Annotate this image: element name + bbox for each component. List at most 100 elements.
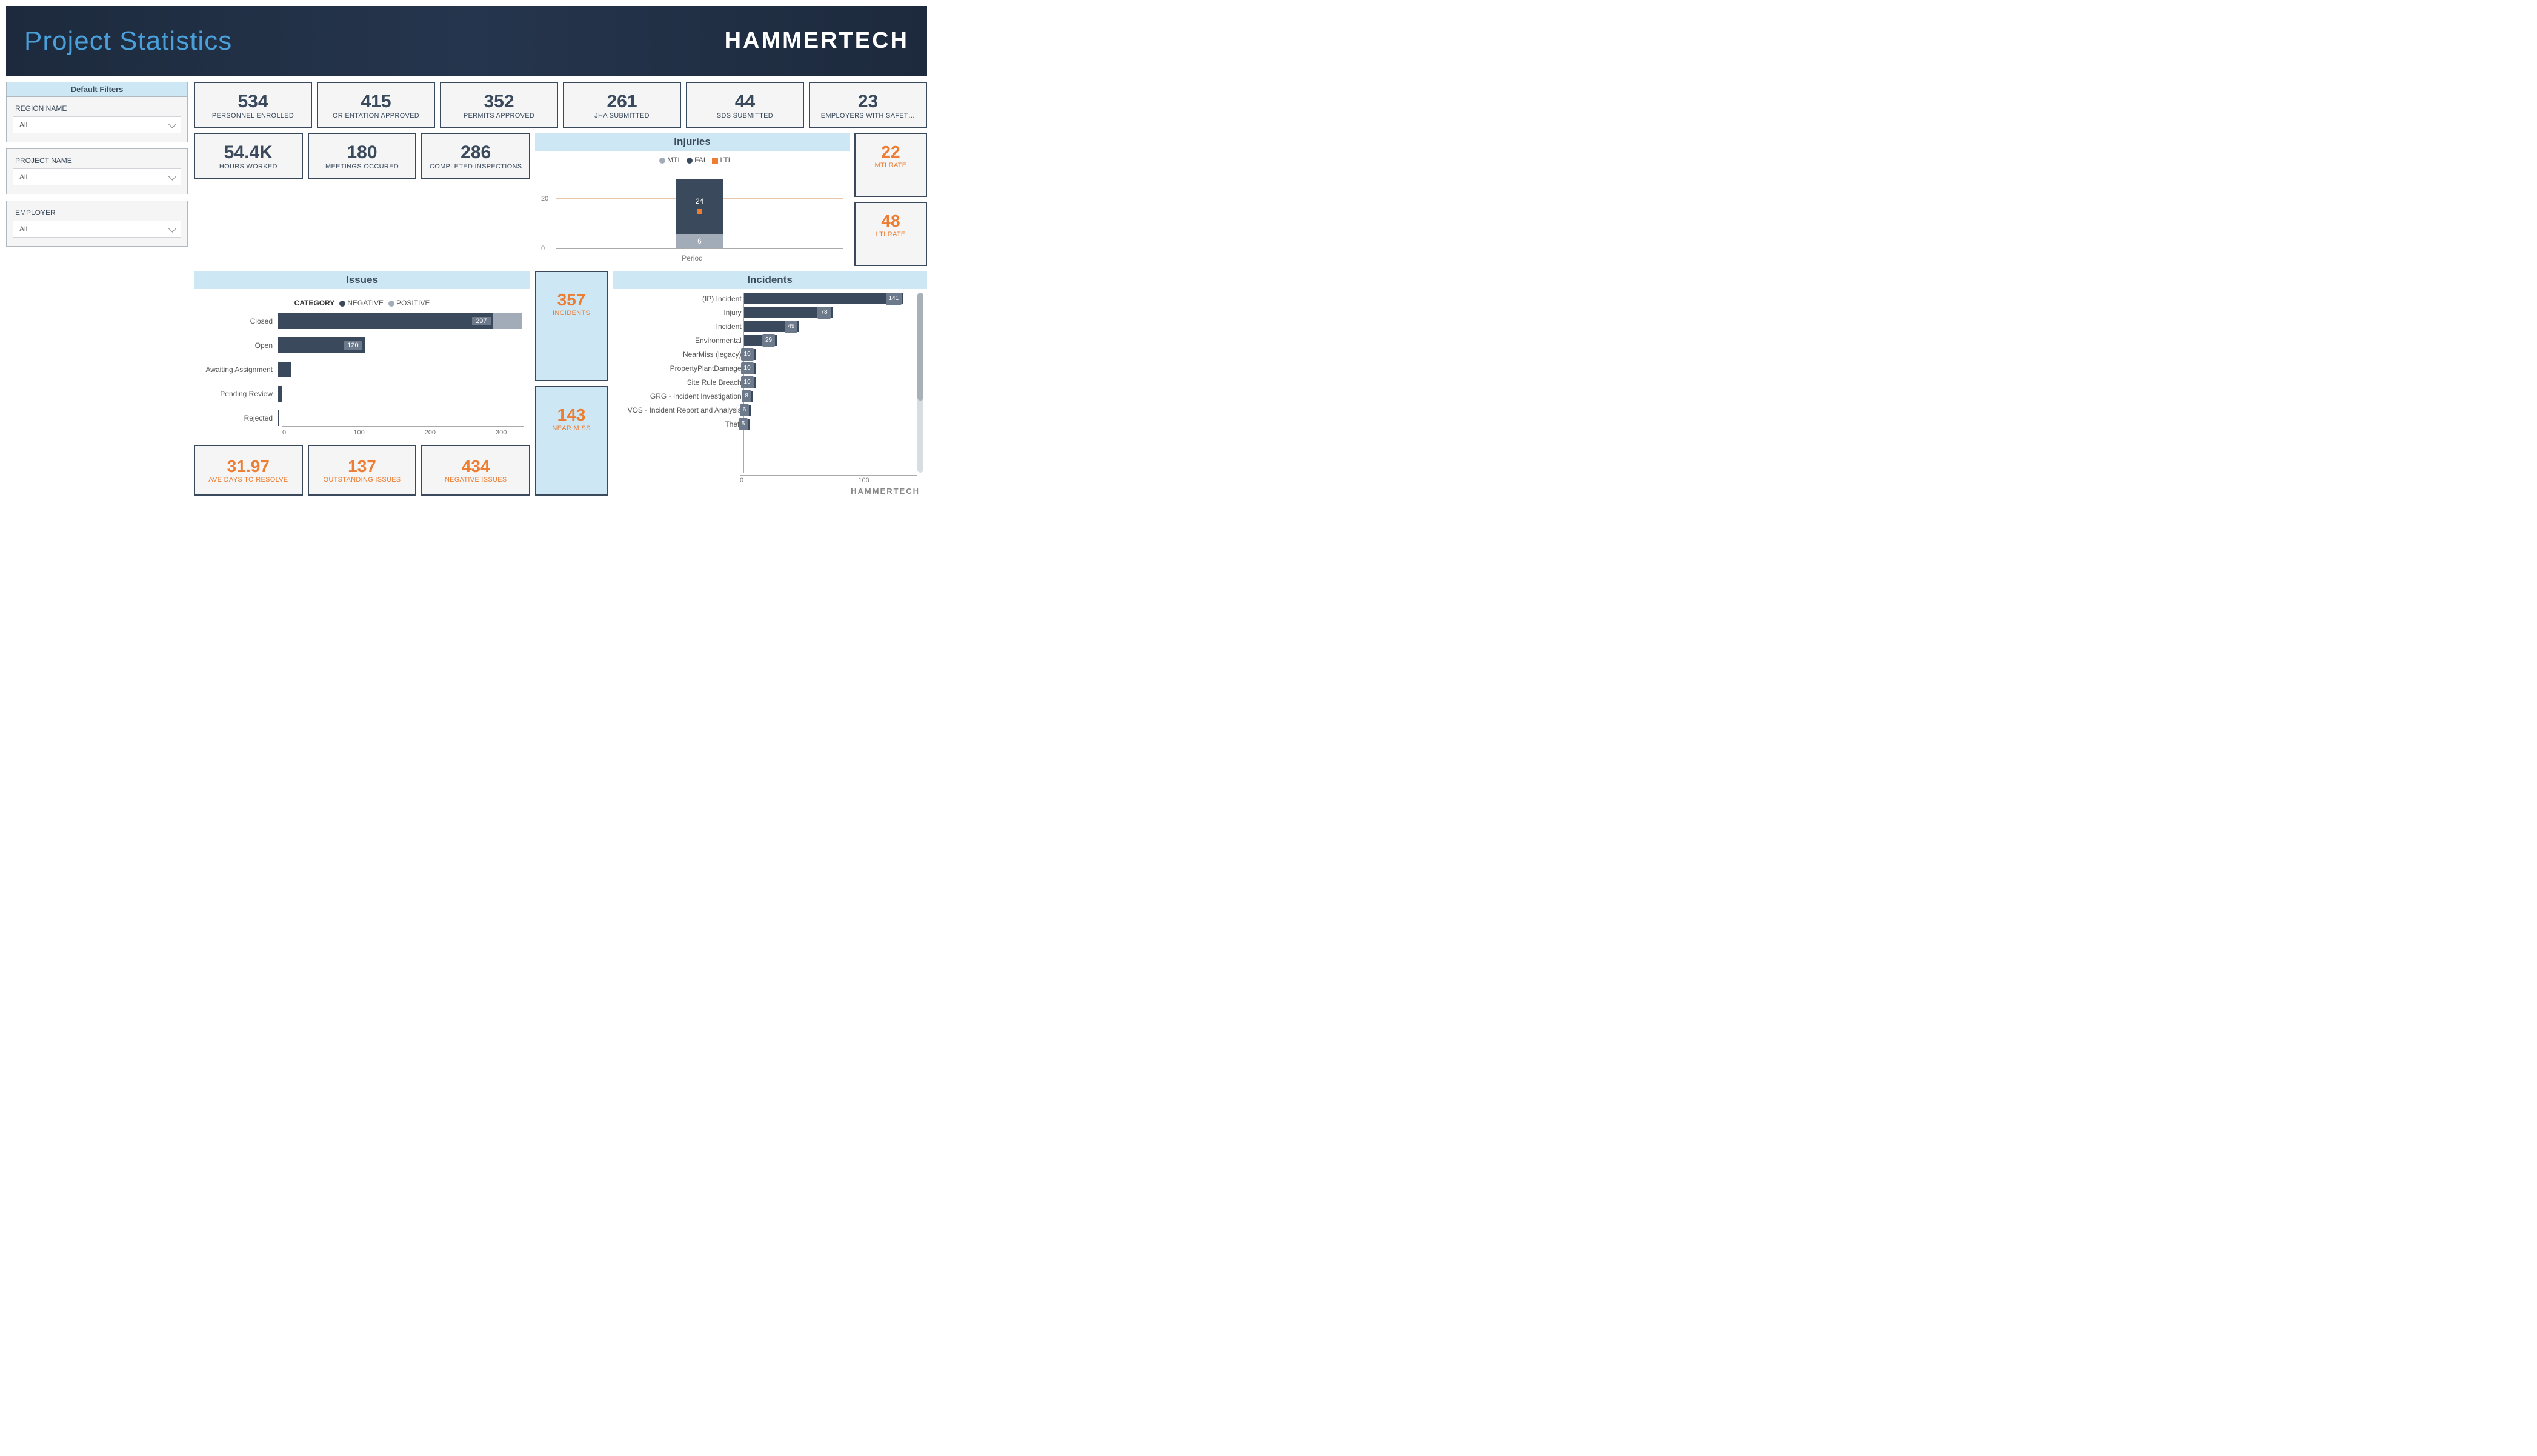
- filter-region: REGION NAME All: [6, 96, 188, 142]
- issues-bar-track: [278, 410, 524, 426]
- kpi-card: 534 PERSONNEL ENROLLED: [194, 82, 312, 128]
- incidents-bar-row: 49: [744, 321, 914, 333]
- kpi-label: NEAR MISS: [539, 425, 604, 432]
- kpi-value: 54.4K: [199, 142, 298, 163]
- issues-bar-row: Open 120: [200, 337, 524, 353]
- kpi-label: PERMITS APPROVED: [445, 112, 553, 119]
- kpi-value: 286: [426, 142, 525, 163]
- kpi-label: INCIDENTS: [539, 310, 604, 317]
- kpi-label: HOURS WORKED: [199, 163, 298, 170]
- incidents-bar-row: 78: [744, 307, 914, 319]
- chevron-down-icon: [168, 120, 176, 128]
- incidents-bar: 10: [744, 349, 756, 360]
- issues-bar-track: [278, 362, 524, 377]
- kpi-card: 143 NEAR MISS: [535, 386, 608, 496]
- kpi-label: ORIENTATION APPROVED: [322, 112, 430, 119]
- incidents-bar-label: (IP) Incident: [616, 293, 743, 305]
- issues-bar-neg: 297: [278, 313, 493, 329]
- incidents-bar-label: GRG - Incident Investigation: [616, 390, 743, 402]
- filter-label: EMPLOYER: [13, 207, 181, 221]
- issues-x-axis: 0100200300: [282, 426, 524, 436]
- filter-select-region[interactable]: All: [13, 116, 181, 133]
- mid-region: Issues CATEGORYNEGATIVEPOSITIVE Closed 2…: [194, 271, 927, 496]
- filter-label: REGION NAME: [13, 103, 181, 116]
- kpi-value: 261: [568, 91, 676, 112]
- kpi-label: PERSONNEL ENROLLED: [199, 112, 307, 119]
- kpi-card: 261 JHA SUBMITTED: [563, 82, 681, 128]
- issues-legend: CATEGORYNEGATIVEPOSITIVE: [200, 298, 524, 313]
- issues-bar-row: Pending Review: [200, 386, 524, 402]
- kpi-card: 357 INCIDENTS: [535, 271, 608, 381]
- issues-bar-pos: [493, 313, 522, 329]
- issues-bar-neg: [278, 410, 279, 426]
- issues-bar-label: Open: [200, 341, 278, 350]
- incidents-bar: 141: [744, 293, 903, 304]
- scrollbar[interactable]: [917, 293, 923, 473]
- incidents-bar-label: Environmental: [616, 334, 743, 347]
- incidents-bar: 5: [744, 419, 750, 430]
- filter-value: All: [19, 121, 27, 129]
- incidents-row: 357 INCIDENTS 143 NEAR MISS Incidents (I…: [535, 271, 927, 496]
- kpi-card: 415 ORIENTATION APPROVED: [317, 82, 435, 128]
- incidents-bar: 78: [744, 307, 833, 318]
- chevron-down-icon: [168, 172, 176, 181]
- issues-chart: CATEGORYNEGATIVEPOSITIVE Closed 297 Open…: [194, 294, 530, 440]
- header-bar: Project Statistics HAMMERTECH: [6, 6, 927, 76]
- incidents-bar-row: 141: [744, 293, 914, 305]
- issues-bar-neg: [278, 386, 282, 402]
- issues-bar-row: Awaiting Assignment: [200, 362, 524, 377]
- incidents-bar-row: 6: [744, 404, 914, 416]
- filter-label: PROJECT NAME: [13, 155, 181, 168]
- main-grid: Default Filters REGION NAME All PROJECT …: [0, 82, 933, 502]
- issues-bar-row: Rejected: [200, 410, 524, 426]
- scrollbar-thumb[interactable]: [917, 293, 923, 401]
- issues-column: Issues CATEGORYNEGATIVEPOSITIVE Closed 2…: [194, 271, 530, 496]
- kpi-value: 22: [858, 142, 923, 162]
- kpi-label: OUTSTANDING ISSUES: [313, 476, 412, 484]
- kpi-label: LTI RATE: [858, 231, 923, 238]
- incidents-bar: 6: [744, 405, 751, 416]
- kpi-card: 23 EMPLOYERS WITH SAFET…: [809, 82, 927, 128]
- kpi-label: JHA SUBMITTED: [568, 112, 676, 119]
- kpi-value: 23: [814, 91, 922, 112]
- issues-bar-label: Awaiting Assignment: [200, 365, 278, 374]
- injuries-region: Injuries MTI FAI LTI 020624 Period 22 MT…: [535, 133, 927, 266]
- kpi-label: EMPLOYERS WITH SAFET…: [814, 112, 922, 119]
- incidents-bar: 10: [744, 377, 756, 388]
- filters-column: Default Filters REGION NAME All PROJECT …: [6, 82, 188, 496]
- incidents-bar-row: 8: [744, 390, 914, 402]
- issues-bar-label: Pending Review: [200, 390, 278, 398]
- filter-employer: EMPLOYER All: [6, 201, 188, 247]
- kpi-label: MEETINGS OCCURED: [313, 163, 412, 170]
- issues-title: Issues: [194, 271, 530, 289]
- incidents-bar-label: Incident: [616, 321, 743, 333]
- kpi-value: 434: [426, 457, 525, 476]
- row-2: 54.4K HOURS WORKED 180 MEETINGS OCCURED …: [194, 133, 927, 266]
- kpi-card: 352 PERMITS APPROVED: [440, 82, 558, 128]
- issues-bar-track: 120: [278, 337, 524, 353]
- kpi-card: 434 NEGATIVE ISSUES: [421, 445, 530, 496]
- brand-logo: HAMMERTECH: [725, 28, 909, 54]
- kpi-value: 352: [445, 91, 553, 112]
- chevron-down-icon: [168, 224, 176, 233]
- injuries-stack: 624: [676, 174, 723, 248]
- incidents-bar-row: 29: [744, 334, 914, 347]
- page-title: Project Statistics: [24, 26, 232, 56]
- footer-logo: HAMMERTECH: [613, 484, 927, 496]
- filter-select-project[interactable]: All: [13, 168, 181, 185]
- filter-value: All: [19, 173, 27, 181]
- incidents-bar-label: Injury: [616, 307, 743, 319]
- issues-bars: Closed 297 Open 120 Awaiting Assignment …: [200, 313, 524, 426]
- kpi-row-2: 54.4K HOURS WORKED 180 MEETINGS OCCURED …: [194, 133, 530, 266]
- incidents-bar: 49: [744, 321, 799, 332]
- incidents-chart-wrap: Incidents (IP) Incident Injury Incident …: [613, 271, 927, 496]
- incidents-title: Incidents: [613, 271, 927, 289]
- injuries-side-kpis: 22 MTI RATE 48 LTI RATE: [854, 133, 927, 266]
- kpi-value: 137: [313, 457, 412, 476]
- filter-select-employer[interactable]: All: [13, 221, 181, 238]
- injuries-legend: MTI FAI LTI: [541, 156, 843, 167]
- kpi-value: 44: [691, 91, 799, 112]
- issues-kpis: 31.97 AVE DAYS TO RESOLVE 137 OUTSTANDIN…: [194, 445, 530, 496]
- kpi-label: SDS SUBMITTED: [691, 112, 799, 119]
- incidents-bar-label: NearMiss (legacy): [616, 348, 743, 361]
